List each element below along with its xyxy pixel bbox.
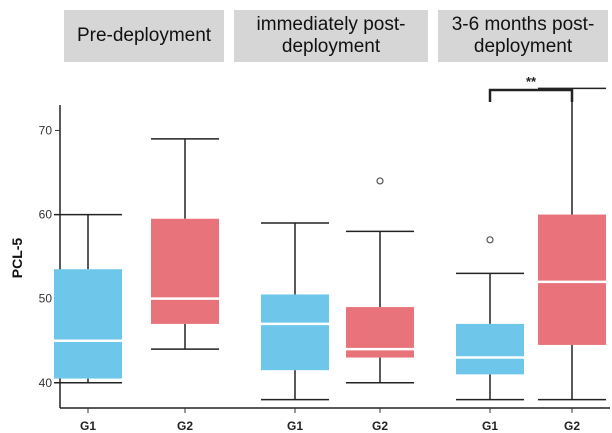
y-tick-label: 50 <box>39 292 53 306</box>
panel-title-pre: Pre-deployment <box>64 10 224 62</box>
x-tick-label-g1: G1 <box>80 419 96 433</box>
panel-title-followup: 3-6 months post-deployment <box>438 10 608 62</box>
panel-title-immediate: immediately post-deployment <box>234 10 428 62</box>
box-iqr <box>151 218 219 324</box>
y-tick-label: 40 <box>39 376 53 390</box>
box-3-6-months-post-deployment-g1 <box>456 236 524 401</box>
x-tick-label-g1: G1 <box>287 419 303 433</box>
box-immediately-post-deployment-g2 <box>346 177 414 384</box>
box-iqr <box>261 294 329 371</box>
y-axis-label: PCL-5 <box>9 238 25 279</box>
outlier-point <box>376 177 384 185</box>
box-iqr <box>54 269 122 379</box>
box-immediately-post-deployment-g1 <box>261 222 329 401</box>
x-tick-label-g2: G2 <box>564 419 580 433</box>
y-tick-label: 70 <box>39 123 53 137</box>
box-3-6-months-post-deployment-g2 <box>538 87 606 401</box>
outlier-point <box>486 236 494 244</box>
significance-bracket <box>488 88 574 102</box>
box-pre-deployment-g1 <box>54 213 122 384</box>
box-pre-deployment-g2 <box>151 138 219 350</box>
significance-label: ** <box>526 74 537 89</box>
x-tick-label-g1: G1 <box>482 419 498 433</box>
x-tick-label-g2: G2 <box>177 419 193 433</box>
y-tick-label: 60 <box>39 208 53 222</box>
box-iqr <box>538 214 606 345</box>
x-tick-label-g2: G2 <box>372 419 388 433</box>
box-iqr <box>456 323 524 375</box>
